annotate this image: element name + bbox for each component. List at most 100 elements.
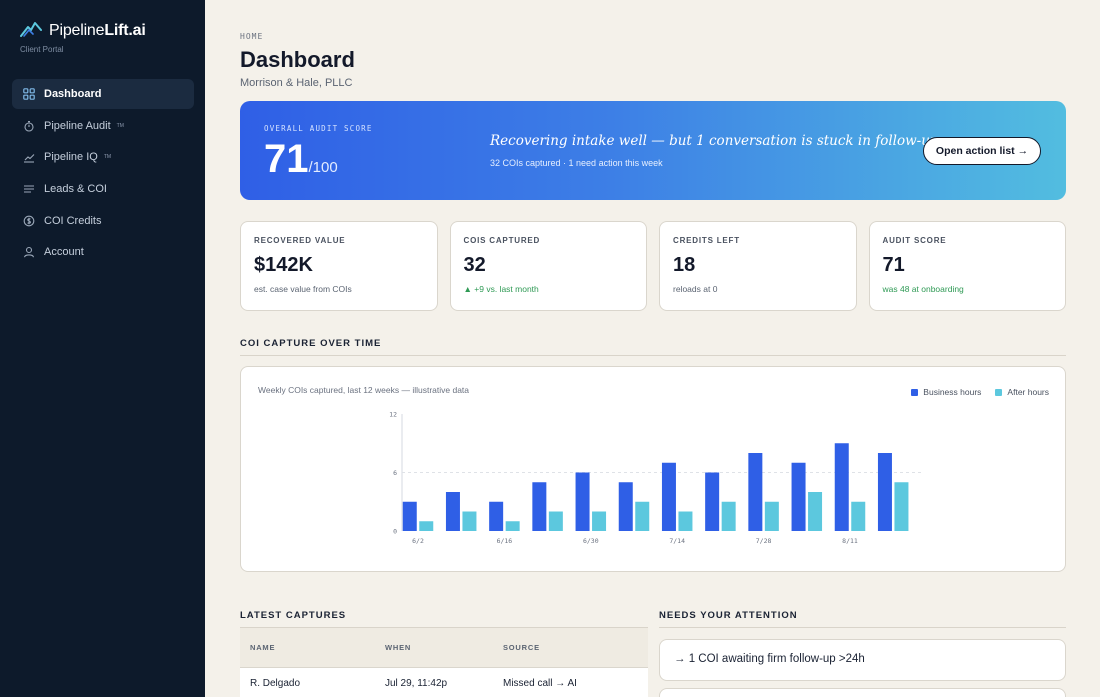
y-tick-label: 12 <box>389 411 397 419</box>
legend-item-business-hours[interactable]: Business hours <box>911 387 981 397</box>
audit-score-label: OVERALL AUDIT SCORE <box>264 124 373 133</box>
coi-capture-chart: Weekly COIs captured, last 12 weeks — il… <box>240 366 1066 572</box>
stat-note: was 48 at onboarding <box>882 284 964 294</box>
sidebar-item-account[interactable]: Account <box>12 237 194 267</box>
bar-after-hours <box>764 501 779 531</box>
list-icon <box>23 183 35 195</box>
sidebar-nav: Dashboard Pipeline Audit TM Pipeline IQ … <box>12 79 194 269</box>
sidebar-item-dashboard[interactable]: Dashboard <box>12 79 194 109</box>
trend-chart-icon <box>23 151 35 163</box>
stat-cards: RECOVERED VALUE $142K est. case value fr… <box>240 221 1066 311</box>
bar-business-hours <box>575 472 590 531</box>
bar-after-hours <box>419 521 434 531</box>
bar-after-hours <box>678 511 693 531</box>
x-tick-label: 6/16 <box>497 537 513 545</box>
latest-captures-table: NAME WHEN SOURCE R. Delgado Jul 29, 11:4… <box>240 628 648 697</box>
x-tick-label: 7/14 <box>669 537 685 545</box>
section-title-needs-attention: NEEDS YOUR ATTENTION <box>659 610 798 621</box>
sidebar-item-coi-credits[interactable]: COI Credits <box>12 206 194 236</box>
bar-after-hours <box>548 511 563 531</box>
bar-business-hours <box>791 462 806 531</box>
attention-item[interactable]: → 1 COI awaiting firm follow-up >24h <box>659 639 1066 681</box>
stat-label: COIS CAPTURED <box>463 236 541 245</box>
firm-name: Morrison & Hale, PLLC <box>240 77 353 89</box>
bar-after-hours <box>808 492 823 531</box>
stat-value: 18 <box>673 254 696 276</box>
stat-value: 71 <box>882 254 905 276</box>
legend-swatch <box>995 388 1003 396</box>
bar-after-hours <box>851 501 866 531</box>
audit-score-banner: OVERALL AUDIT SCORE 71/100 Recovering in… <box>240 101 1066 200</box>
sidebar-item-label: Leads & COI <box>44 183 107 196</box>
sidebar-item-pipeline-iq[interactable]: Pipeline IQ TM <box>12 142 194 172</box>
section-divider <box>240 627 648 628</box>
bar-after-hours <box>592 511 607 531</box>
main-content: HOME Dashboard Morrison & Hale, PLLC OVE… <box>205 0 1100 697</box>
brand-logo[interactable]: PipelineLift.ai <box>20 18 146 43</box>
audit-score-value: 71/100 <box>264 137 338 181</box>
bar-after-hours <box>894 482 909 531</box>
stat-label: CREDITS LEFT <box>673 236 740 245</box>
stat-note: ▲ +9 vs. last month <box>463 284 539 294</box>
x-tick-label: 6/2 <box>412 537 424 545</box>
attention-item-text: → 1 COI awaiting firm follow-up >24h <box>674 653 865 665</box>
legend-label: After hours <box>1007 387 1049 397</box>
column-header-source[interactable]: SOURCE <box>503 643 540 652</box>
section-title-latest-captures: LATEST CAPTURES <box>240 610 347 621</box>
stat-card-audit-score: AUDIT SCORE 71 was 48 at onboarding <box>868 221 1066 311</box>
bar-business-hours <box>445 492 460 531</box>
bar-after-hours <box>505 521 520 531</box>
sidebar-item-label: Pipeline IQ <box>44 151 98 164</box>
section-divider <box>240 355 1066 356</box>
cell-name: R. Delgado <box>250 677 301 689</box>
legend-label: Business hours <box>923 387 982 397</box>
y-tick-label: 0 <box>393 528 397 536</box>
sidebar-item-label: COI Credits <box>44 214 102 227</box>
bar-business-hours <box>877 453 892 531</box>
bar-business-hours <box>402 501 417 531</box>
bar-business-hours <box>748 453 763 531</box>
breadcrumb[interactable]: HOME <box>240 32 264 41</box>
cell-source: Missed call → AI <box>503 677 577 689</box>
stopwatch-icon <box>23 120 35 132</box>
audit-summary-note: 32 COIs captured · 1 need action this we… <box>490 158 663 168</box>
column-header-when[interactable]: WHEN <box>385 643 412 652</box>
sidebar-item-pipeline-audit[interactable]: Pipeline Audit TM <box>12 111 194 141</box>
column-header-name[interactable]: NAME <box>250 643 276 652</box>
stat-label: RECOVERED VALUE <box>254 236 346 245</box>
brand-subtitle: Client Portal <box>20 45 64 54</box>
bar-after-hours <box>721 501 736 531</box>
stat-card-credits-left: CREDITS LEFT 18 reloads at 0 <box>659 221 857 311</box>
coin-icon <box>23 215 35 227</box>
brand-name: PipelineLift.ai <box>49 21 146 39</box>
sidebar-item-leads-coi[interactable]: Leads & COI <box>12 174 194 204</box>
table-row[interactable]: R. Delgado Jul 29, 11:42p Missed call → … <box>240 668 648 697</box>
cell-when: Jul 29, 11:42p <box>385 677 448 689</box>
stat-value: 32 <box>463 254 486 276</box>
attention-item[interactable] <box>659 688 1066 697</box>
legend-swatch <box>911 388 919 396</box>
page-title: Dashboard <box>240 47 355 72</box>
bar-business-hours <box>618 482 633 531</box>
bar-after-hours <box>635 501 650 531</box>
stat-card-cois-captured: COIS CAPTURED 32 ▲ +9 vs. last month <box>449 221 647 311</box>
section-divider <box>659 627 1066 628</box>
bar-business-hours <box>661 462 676 531</box>
bar-business-hours <box>532 482 547 531</box>
trademark-mark: TM <box>116 122 124 129</box>
open-action-list-button[interactable]: Open action list → <box>923 137 1041 165</box>
sidebar: PipelineLift.ai Client Portal Dashboard … <box>0 0 205 697</box>
bar-business-hours <box>489 501 504 531</box>
table-header: NAME WHEN SOURCE <box>240 628 648 668</box>
chart-caption: Weekly COIs captured, last 12 weeks — il… <box>258 385 470 395</box>
stat-label: AUDIT SCORE <box>882 236 947 245</box>
x-tick-label: 8/11 <box>842 537 858 545</box>
audit-summary-quote: Recovering intake well — but 1 conversat… <box>490 133 943 149</box>
stat-card-recovered-value: RECOVERED VALUE $142K est. case value fr… <box>240 221 438 311</box>
legend-item-after-hours[interactable]: After hours <box>995 387 1049 397</box>
section-title-coi-capture: COI CAPTURE OVER TIME <box>240 338 382 349</box>
sidebar-item-label: Dashboard <box>44 88 102 100</box>
stat-value: $142K <box>254 254 313 276</box>
x-tick-label: 7/28 <box>756 537 772 545</box>
sidebar-item-label: Account <box>44 246 84 259</box>
